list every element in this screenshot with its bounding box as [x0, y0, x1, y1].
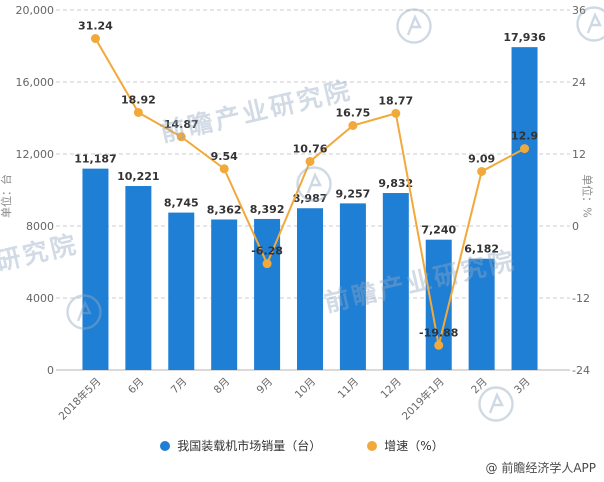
line-point	[348, 121, 358, 130]
bar-value-label: 7,240	[421, 224, 456, 237]
x-axis-label: 12月	[379, 376, 404, 401]
right-axis-tick: -24	[572, 364, 590, 377]
legend-marker-growth	[367, 440, 378, 451]
right-axis-tick: -12	[572, 292, 590, 305]
line-series: 31.24 18.92 14.87 9.54 -6.28 10.76 16.75 18.77 -…	[78, 20, 538, 350]
left-axis-tick: 8000	[26, 220, 54, 233]
bar-value-label: 9,832	[378, 177, 413, 190]
x-axis-label: 9月	[255, 376, 276, 397]
x-axis-label: 10月	[293, 376, 318, 401]
bar	[468, 258, 495, 370]
left-axis-tick: 16,000	[16, 76, 55, 89]
line-point	[133, 107, 143, 117]
bar	[82, 168, 109, 370]
right-axis-title: 单位：%	[580, 174, 594, 218]
x-axis-label: 3月	[512, 376, 533, 397]
point-value-label: 10.76	[293, 142, 328, 155]
bar-value-label: 6,182	[464, 243, 499, 256]
line-point	[262, 259, 272, 269]
right-axis-tick: 24	[572, 76, 586, 89]
left-axis-tick: 20,000	[16, 4, 55, 17]
left-axis-tick: 4000	[26, 292, 54, 305]
bar	[382, 193, 409, 370]
point-value-label: 9.54	[211, 150, 238, 163]
point-value-label: 18.77	[378, 94, 413, 107]
line-point	[176, 132, 186, 142]
line-point	[219, 164, 229, 174]
bar	[125, 186, 152, 370]
x-axis-label: 2019年1月	[399, 375, 447, 423]
bar-value-label: 8,392	[250, 203, 285, 216]
point-value-label: -6.28	[251, 245, 283, 258]
legend-item-growth: 增速（%）	[367, 437, 444, 454]
bar-value-label: 8,987	[293, 192, 328, 205]
left-axis-title: 单位：台	[0, 174, 13, 218]
bar-value-label: 17,936	[503, 31, 546, 44]
point-value-label: 9.09	[468, 152, 495, 165]
bar	[339, 203, 366, 370]
x-axis-label: 6月	[126, 376, 147, 397]
legend-label-sales: 我国装载机市场销量（台）	[177, 439, 322, 453]
bar	[211, 219, 238, 370]
legend-marker-sales	[160, 440, 171, 451]
left-axis-tick: 0	[47, 364, 54, 377]
line-point	[90, 34, 100, 44]
line-point	[391, 108, 401, 118]
bar-value-label: 11,187	[74, 153, 116, 166]
left-axis-tick: 12,000	[16, 148, 55, 161]
legend-label-growth: 增速（%）	[384, 439, 444, 453]
bar	[511, 47, 538, 370]
line-point	[520, 144, 530, 154]
credit-text: @ 前瞻经济学人APP	[485, 461, 597, 475]
x-axis-label: 8月	[212, 376, 233, 397]
bar-value-label: 8,745	[164, 197, 199, 210]
right-axis-tick: 0	[572, 220, 579, 233]
bar-value-label: 9,257	[336, 187, 371, 200]
point-value-label: 31.24	[78, 20, 113, 33]
x-axis-label: 7月	[169, 376, 190, 397]
right-axis-tick: 12	[572, 148, 586, 161]
x-axis-label: 11月	[336, 376, 361, 401]
point-value-label: 18.92	[121, 93, 156, 106]
point-value-label: 12.9	[511, 130, 538, 143]
line-point	[477, 166, 487, 176]
legend: 我国装载机市场销量（台） 增速（%）	[0, 437, 604, 454]
x-axis-label: 2月	[469, 376, 490, 397]
bar-value-label: 8,362	[207, 203, 242, 216]
line-point	[434, 340, 444, 350]
line-point	[305, 156, 315, 166]
combo-bar-line-chart: 0 4000 8000 12,000 16,000 20,000 -24 -12 0 12 24 36…	[16, 4, 590, 423]
legend-item-sales: 我国装载机市场销量（台）	[160, 437, 321, 454]
point-value-label: -19.88	[419, 326, 458, 339]
bar-value-label: 10,221	[117, 170, 159, 183]
x-axis-label: 2018年5月	[56, 375, 104, 423]
point-value-label: 14.87	[164, 118, 199, 131]
bar	[297, 208, 323, 370]
point-value-label: 16.75	[336, 107, 371, 120]
right-axis-tick: 36	[572, 4, 586, 17]
bar	[168, 212, 195, 370]
